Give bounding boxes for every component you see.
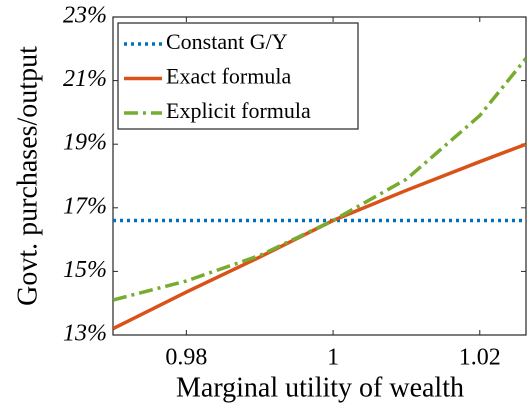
line: [113, 142, 526, 331]
x-tick-label: 1.02: [459, 345, 501, 371]
x-tick-label: 1: [327, 345, 339, 371]
x-tick-label: 0.98: [165, 345, 207, 371]
y-tick-label: 17%: [63, 193, 107, 219]
y-tick-label: 13%: [63, 321, 107, 347]
y-tick-label: 19%: [63, 130, 107, 156]
y-tick-label: 21%: [63, 66, 107, 92]
legend-label: Exact formula: [166, 64, 291, 89]
x-axis-label: Marginal utility of wealth: [176, 372, 464, 403]
line: [113, 57, 526, 302]
y-tick-label: 15%: [63, 257, 107, 283]
y-axis-label: Govt. purchases/output: [12, 46, 43, 306]
legend-label: Explicit formula: [166, 98, 311, 123]
y-tick-label: 23%: [63, 3, 107, 29]
legend-label: Constant G/Y: [166, 29, 288, 54]
